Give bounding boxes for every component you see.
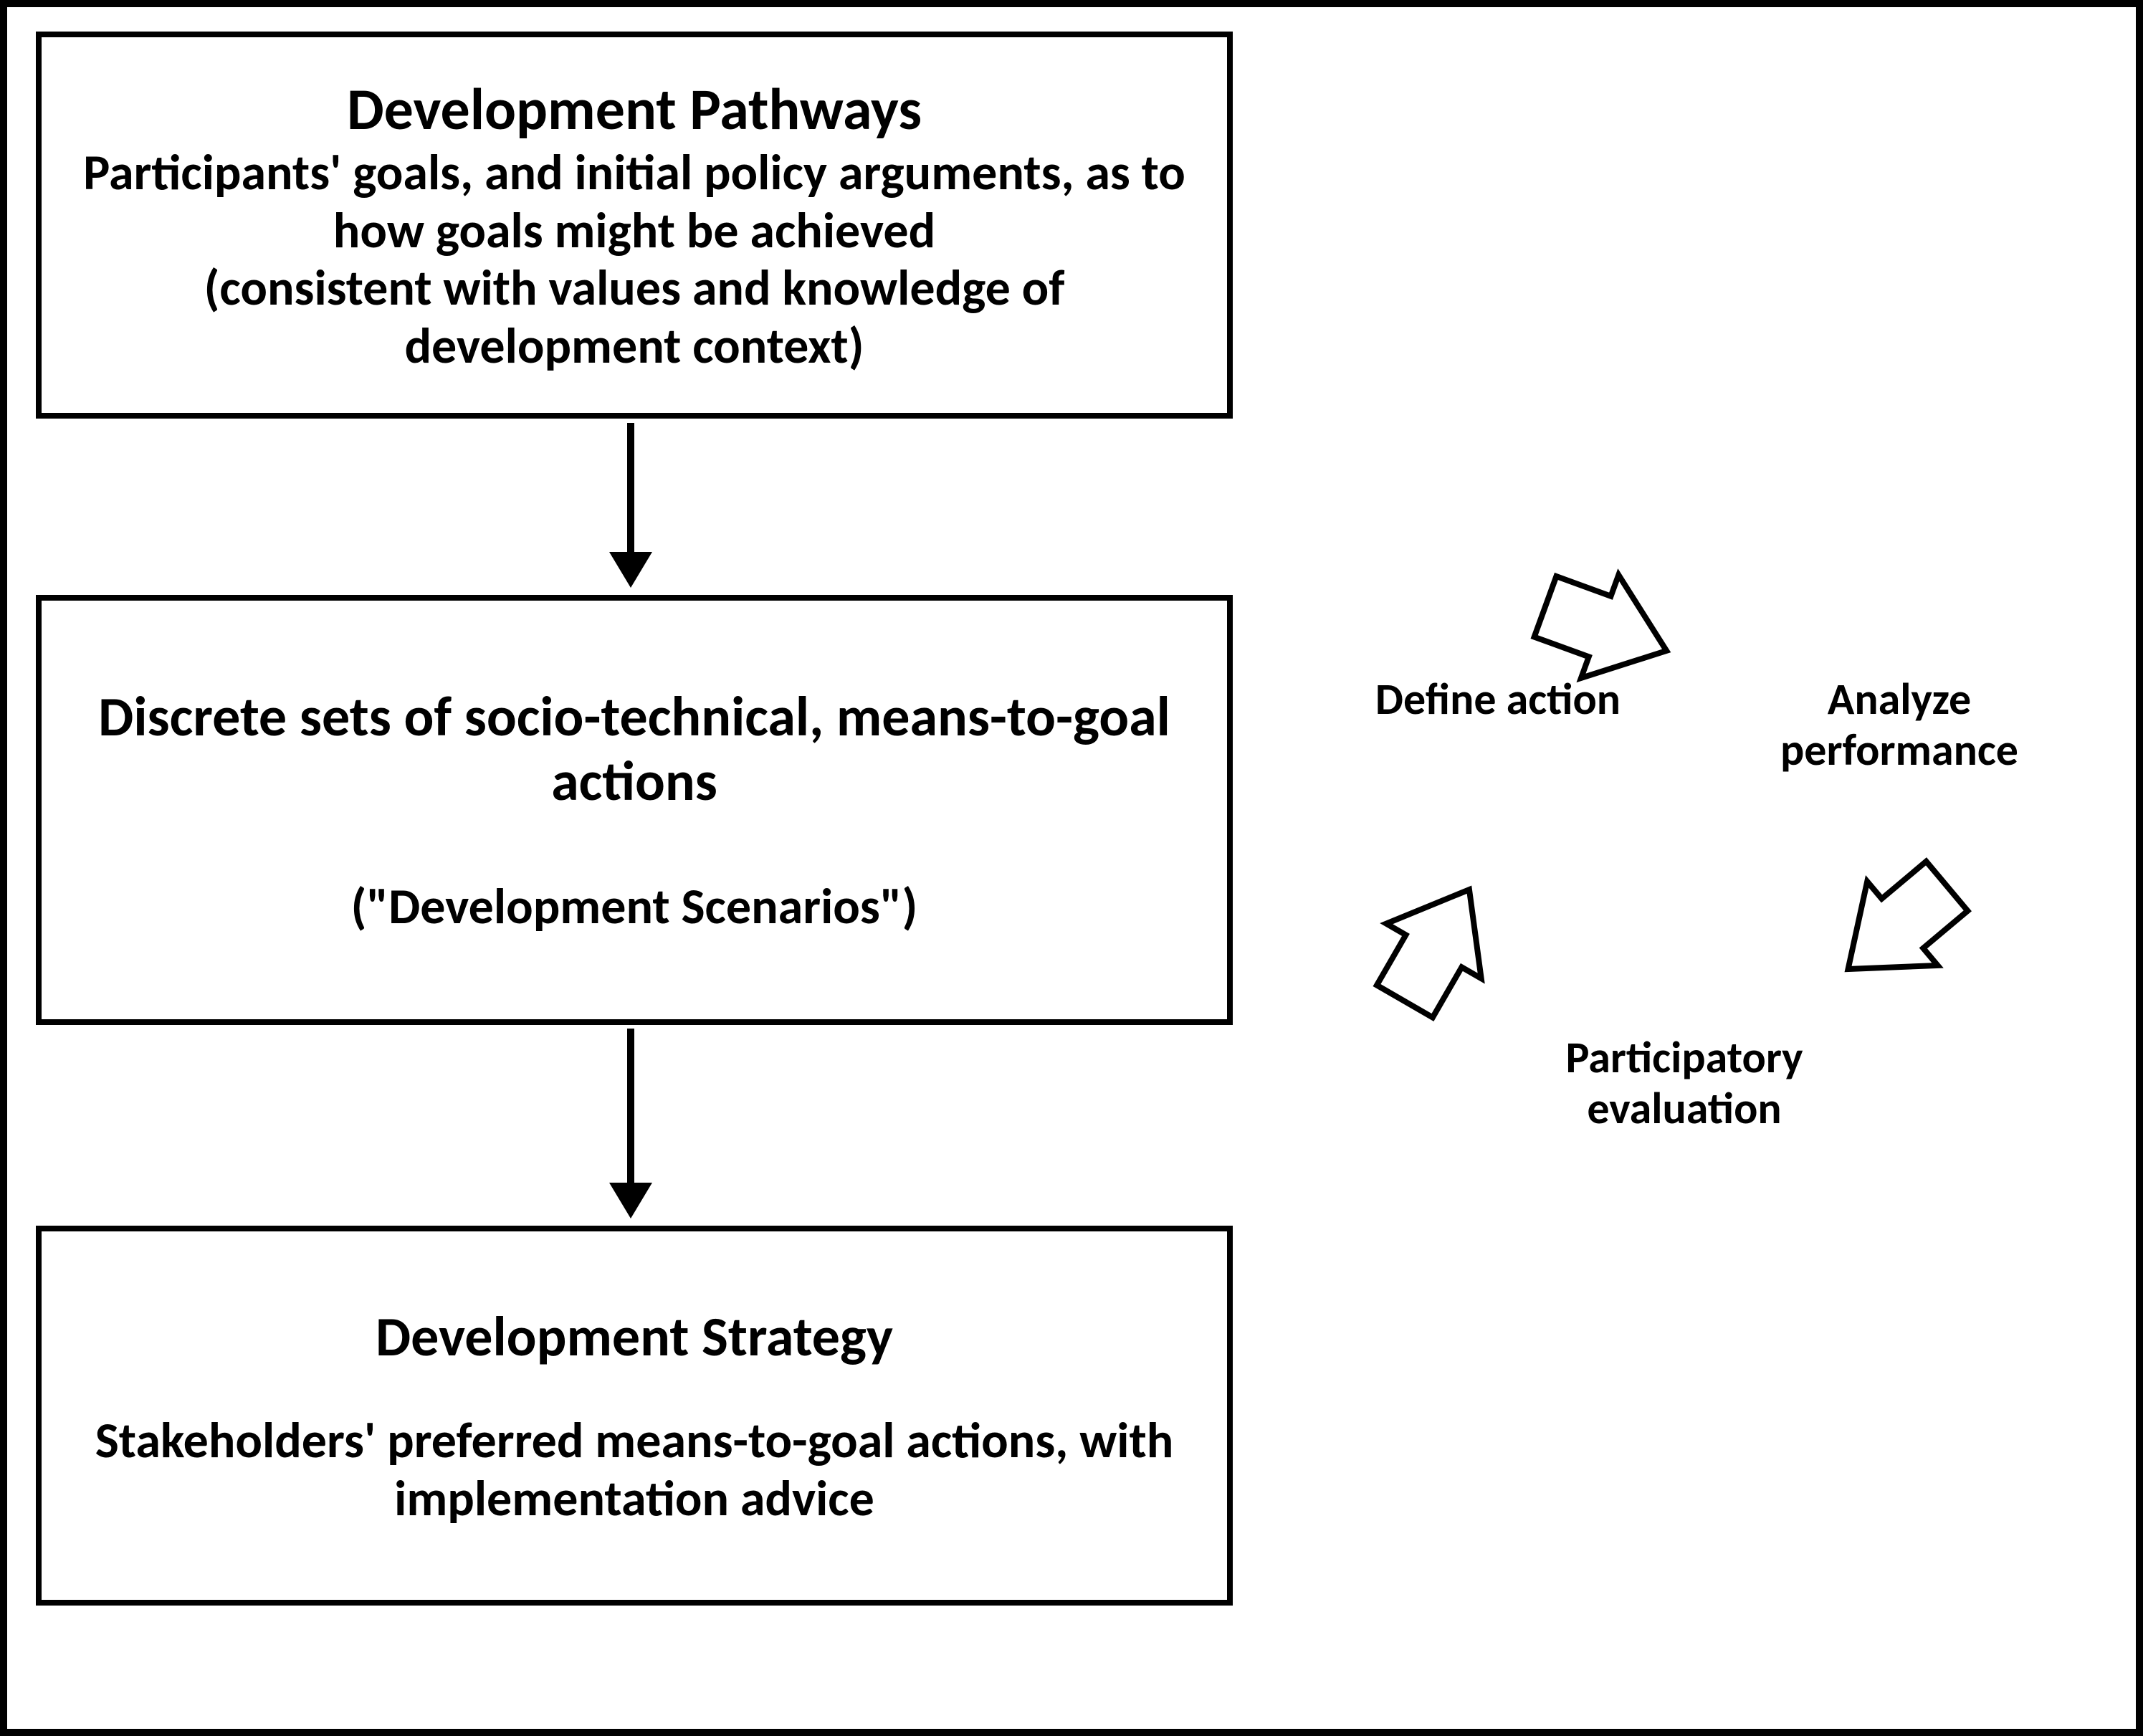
box-title: Discrete sets of socio-technical, means-… [70,685,1198,813]
box-title: Development Pathways [347,76,922,143]
box-development-strategy: Development Strategy Stakeholders' prefe… [36,1226,1233,1606]
block-arrow-icon [1350,841,1532,1036]
box-body: Stakeholders' preferred means-to-goal ac… [70,1411,1198,1527]
cycle-label-analyze: Analyze performance [1749,674,2050,776]
box-body: Participants' goals, and initial policy … [70,143,1198,374]
cycle-label-eval: Participatory evaluation [1534,1032,1835,1135]
down-arrow-icon [602,423,659,591]
box-body: ("Development Scenarios") [351,877,918,935]
box-title: Development Strategy [376,1305,893,1369]
down-arrow-icon [602,1029,659,1221]
box-development-pathways: Development Pathways Participants' goals… [36,32,1233,419]
box-development-scenarios: Discrete sets of socio-technical, means-… [36,595,1233,1025]
block-arrow-icon [1794,836,1990,1028]
diagram-frame: Development Pathways Participants' goals… [0,0,2143,1736]
